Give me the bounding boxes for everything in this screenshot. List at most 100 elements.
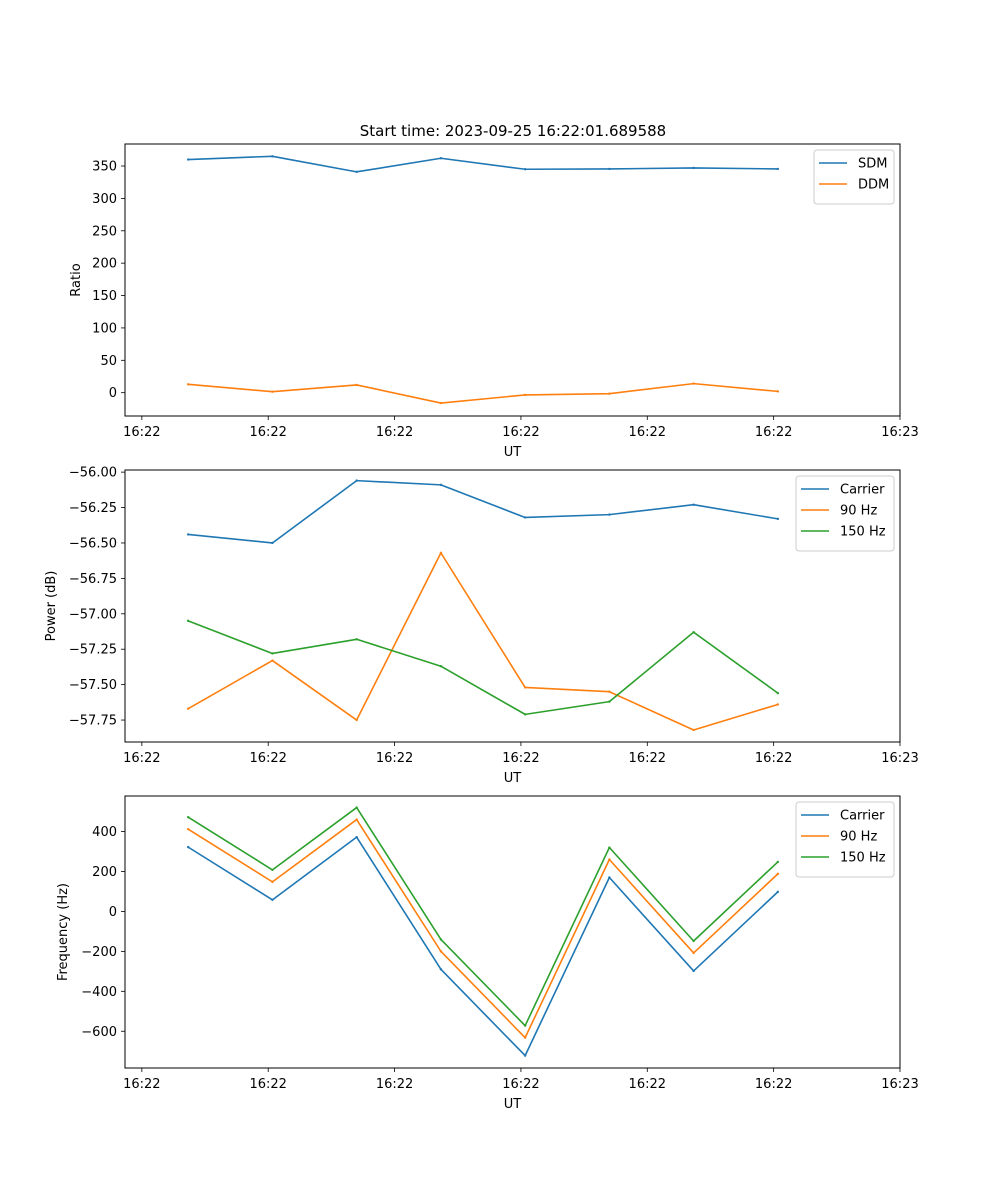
data-point-150-hz [439,938,443,941]
data-point-90-hz [186,707,190,710]
data-point-90-hz [692,728,695,732]
data-point-90-hz [271,880,274,884]
y-axis-label: Power (dB) [44,571,59,642]
data-point-90-hz [355,718,358,722]
data-point-90-hz [186,827,190,831]
legend: Carrier 90 Hz 150 Hz [795,801,895,878]
legend-label: Carrier [840,483,885,498]
x-tick-label: 16:23 [881,751,918,766]
x-axis-label: UT [504,445,522,460]
x-tick-label: 16:22 [502,1077,539,1092]
legend-box [795,801,895,878]
data-point-carrier [186,845,190,849]
data-point-150-hz [776,860,780,864]
x-tick-label: 16:22 [755,751,792,766]
data-point-150-hz [608,700,611,703]
data-point-carrier [776,517,780,521]
data-point-carrier [355,835,358,839]
data-point-sdm [692,166,695,170]
y-tick-label: −400 [81,985,117,1000]
y-tick-label: −56.00 [69,466,117,481]
data-point-150-hz [439,665,443,668]
data-point-carrier [692,969,695,973]
series-line-ddm [188,382,778,404]
data-point-ddm [439,401,443,405]
data-point-90-hz [523,686,527,689]
axes-frame [124,143,901,417]
data-point-90-hz [692,951,695,955]
ratio-panel: 16:22 16:22 16:22 16:22 16:22 16:22 16:23 UT 0 50… [69,143,919,460]
y-tick-label: 350 [92,160,117,175]
data-point-90-hz [355,818,358,821]
legend-label: 150 Hz [840,851,886,866]
x-tick-label: 16:22 [629,751,666,766]
series-line-150-hz [187,806,779,1027]
x-tick-label: 16:22 [376,1077,413,1092]
y-axis-label: Ratio [69,263,84,296]
data-point-90-hz [776,872,780,876]
data-point-150-hz [692,631,695,634]
data-point-90-hz [439,551,443,555]
data-point-carrier [776,890,780,894]
x-axis-label: UT [504,771,522,786]
x-tick-label: 16:22 [123,751,160,766]
y-tick-label: 0 [109,386,117,401]
data-point-90-hz [523,1036,527,1039]
x-tick-label: 16:22 [123,1077,160,1092]
axes-frame [124,469,901,743]
data-point-ddm [355,383,358,387]
y-axis-label: Frequency (Hz) [56,883,71,981]
data-point-150-hz [186,619,190,623]
y-tick-label: 200 [92,865,117,880]
data-point-sdm [186,158,190,161]
data-point-90-hz [608,690,611,693]
x-tick-label: 16:22 [249,425,286,440]
data-point-150-hz [186,815,190,819]
data-point-sdm [608,167,611,171]
x-tick-label: 16:22 [376,751,413,766]
data-point-150-hz [523,713,527,716]
data-point-carrier [271,541,274,545]
data-point-150-hz [692,939,695,943]
series-line-150-hz [187,620,779,716]
x-tick-label: 16:22 [502,425,539,440]
y-tick-label: −200 [81,945,117,960]
series-line-carrier [188,479,778,544]
data-point-carrier [523,1054,527,1057]
legend-label: 90 Hz [840,504,877,519]
x-tick-label: 16:22 [755,1077,792,1092]
legend-label: Carrier [840,809,885,824]
x-tick-label: 16:22 [376,425,413,440]
x-tick-label: 16:22 [249,751,286,766]
data-point-ddm [271,390,274,393]
y-tick-label: −57.50 [69,678,117,693]
y-tick-label: 300 [92,192,117,207]
y-tick-label: 100 [92,321,117,336]
power-panel: 16:22 16:22 16:22 16:22 16:22 16:22 16:23 UT −57… [44,466,919,786]
data-point-carrier [355,479,358,482]
y-tick-label: −57.25 [69,643,117,658]
data-point-sdm [439,157,443,160]
data-point-ddm [523,393,527,397]
axes-frame [124,795,901,1069]
legend-label: DDM [858,178,889,193]
data-point-sdm [355,170,358,174]
y-tick-label: −57.75 [69,714,117,729]
legend: Carrier 90 Hz 150 Hz [795,475,895,552]
x-tick-label: 16:22 [502,751,539,766]
x-tick-label: 16:22 [755,425,792,440]
data-point-150-hz [355,638,358,641]
data-point-sdm [271,155,274,158]
data-point-ddm [186,383,190,386]
data-point-carrier [608,876,611,879]
y-tick-label: −600 [81,1025,117,1040]
data-point-90-hz [608,858,611,861]
x-tick-label: 16:22 [629,1077,666,1092]
y-tick-label: −57.00 [69,607,117,622]
series-line-90-hz [187,818,779,1039]
data-point-150-hz [271,652,274,655]
data-point-90-hz [271,659,274,662]
y-tick-label: 150 [92,289,117,304]
legend-label: 90 Hz [840,830,877,845]
